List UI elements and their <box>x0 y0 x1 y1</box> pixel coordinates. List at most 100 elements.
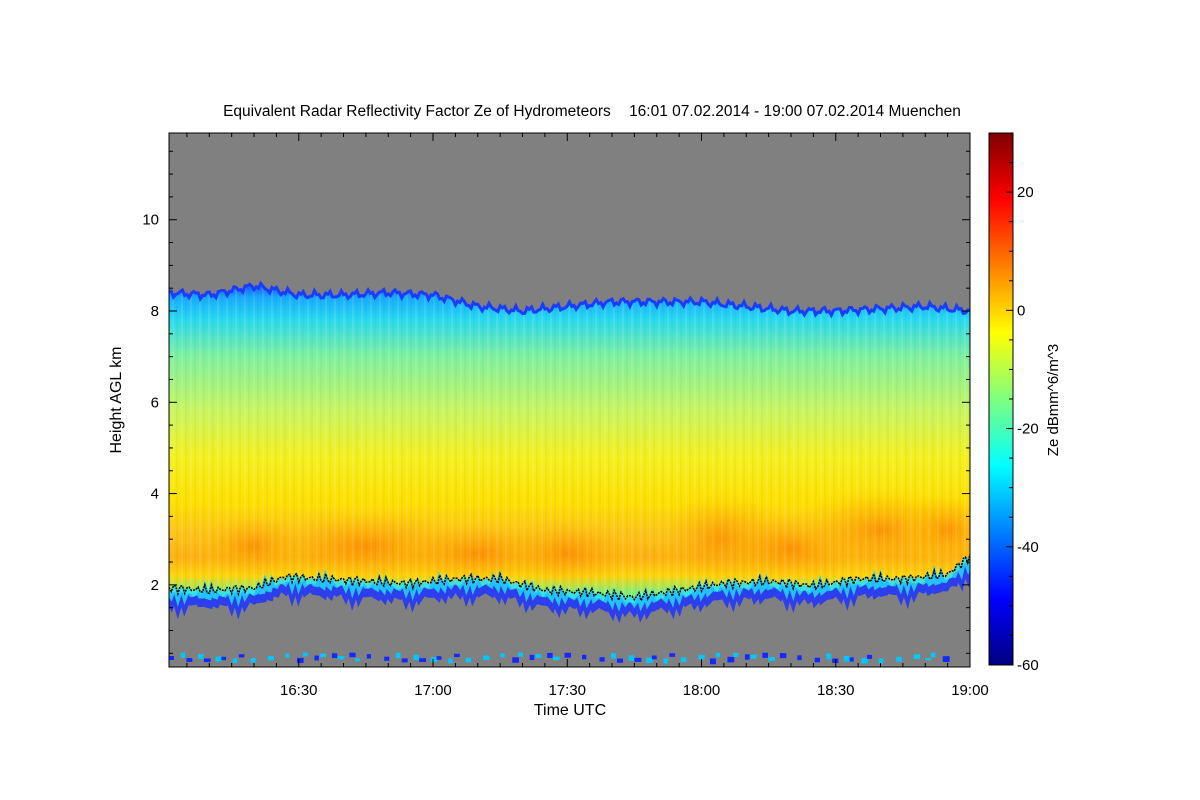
clutter-pixel <box>384 656 390 661</box>
clutter-pixel <box>500 653 505 658</box>
clutter-pixel <box>878 658 884 664</box>
clutter-pixel <box>337 656 345 660</box>
clutter-pixel <box>395 652 401 659</box>
clutter-pixel <box>436 656 442 660</box>
y-tick-label: 4 <box>151 486 159 503</box>
clutter-pixel <box>867 654 873 659</box>
clutter-pixel <box>552 656 560 661</box>
x-tick-label: 18:30 <box>817 682 855 699</box>
colorbar-tick-label: 0 <box>1017 302 1025 319</box>
cloud-base-edge <box>169 562 970 624</box>
clutter-pixel <box>250 658 256 663</box>
clutter-pixel <box>203 658 211 663</box>
clutter-pixel <box>483 655 490 660</box>
colorbar-tick-label: 20 <box>1017 184 1034 201</box>
clutter-pixel <box>314 655 319 661</box>
y-axis-label: Height AGL km <box>108 346 125 453</box>
clutter-pixel <box>814 657 821 663</box>
clutter-pixel <box>797 655 802 661</box>
colorbar-tick-label: -20 <box>1017 421 1039 438</box>
clutter-pixel <box>710 658 716 665</box>
clutter-pixel <box>518 652 524 657</box>
clutter-pixel <box>733 652 739 658</box>
clutter-pixel <box>628 655 635 661</box>
clutter-pixel <box>931 652 936 658</box>
clutter-pixel <box>547 652 553 658</box>
clutter-pixel <box>512 657 519 663</box>
clutter-pixel <box>169 656 174 661</box>
y-tick-label: 10 <box>142 212 159 229</box>
clutter-pixel <box>320 653 327 658</box>
clutter-pixel <box>849 657 854 662</box>
clutter-pixel <box>296 657 304 664</box>
y-axis: 2 4 6 8 10 <box>142 150 970 654</box>
chart-title: Equivalent Radar Reflectivity Factor Ze … <box>223 103 961 120</box>
clutter-pixel <box>680 657 687 663</box>
clutter-pixel <box>302 652 308 657</box>
clutter-pixel <box>448 658 453 664</box>
clutter-pixel <box>198 654 204 660</box>
cloud-base-transition <box>169 557 970 612</box>
cloud-top-edge <box>169 280 970 319</box>
clutter-pixel <box>663 658 668 664</box>
clutter-pixel <box>267 656 274 661</box>
colorbar-ticks: -60 -40 -20 0 20 <box>1006 132 1039 674</box>
clutter-pixel <box>355 658 360 662</box>
clutter-pixel <box>616 658 624 663</box>
clutter-pixel <box>582 654 587 660</box>
clutter-pixel <box>529 654 535 661</box>
clutter-pixel <box>651 655 657 660</box>
x-tick-label: 17:30 <box>548 682 586 699</box>
y-tick-label: 6 <box>151 394 159 411</box>
fall-streak-texture <box>169 283 970 607</box>
clutter-pixel <box>430 657 438 663</box>
clutter-pixel <box>744 654 750 660</box>
chart-time-range: 16:01 07.02.2014 - 19:00 07.02.2014 <box>629 103 884 120</box>
clutter-pixel <box>634 657 642 662</box>
chart-location: Muenchen <box>889 103 961 120</box>
clutter-pixel <box>750 654 757 659</box>
clutter-pixel <box>826 653 832 660</box>
y-tick-label: 8 <box>151 303 159 320</box>
clutter-pixel <box>238 654 245 658</box>
clutter-pixel <box>779 653 787 659</box>
clutter-pixel <box>232 658 238 664</box>
clutter-pixel <box>715 652 721 658</box>
clutter-pixel <box>331 653 338 659</box>
clutter-pixel <box>768 657 776 661</box>
colorbar-label: Ze dBmm^6/m^3 <box>1045 344 1062 456</box>
chart-title-text: Equivalent Radar Reflectivity Factor Ze … <box>223 103 611 120</box>
clutter-pixel <box>896 656 902 662</box>
clutter-pixel <box>727 656 735 663</box>
y-tick-label: 2 <box>151 577 159 594</box>
clutter-pixel <box>454 653 460 658</box>
clutter-pixel <box>669 653 676 657</box>
clutter-pixel <box>599 657 605 662</box>
plot-area: 2 4 6 8 10 16:30 17:00 17:30 18:00 18:30 19:00 <box>142 132 989 699</box>
clutter-pixel <box>698 654 705 660</box>
clutter-pixel <box>564 652 571 658</box>
clutter-pixel <box>925 658 932 661</box>
ground-clutter <box>169 652 950 665</box>
clutter-pixel <box>611 653 616 659</box>
colorbar-tick-label: -60 <box>1017 657 1039 674</box>
x-tick-label: 19:00 <box>951 682 989 699</box>
x-axis-label: Time UTC <box>534 702 606 719</box>
x-axis: 16:30 17:00 17:30 18:00 18:30 19:00 <box>186 133 989 699</box>
plot-frame <box>168 132 971 668</box>
clutter-pixel <box>285 653 290 658</box>
clutter-pixel <box>861 658 868 664</box>
clutter-pixel <box>215 656 222 662</box>
clutter-pixel <box>366 654 371 659</box>
clutter-pixel <box>401 658 408 663</box>
clutter-pixel <box>413 654 419 660</box>
colorbar-tick-label: -40 <box>1017 539 1039 556</box>
clutter-pixel <box>942 656 950 662</box>
clutter-pixel <box>419 658 427 662</box>
clutter-pixel <box>535 654 542 658</box>
x-tick-label: 16:30 <box>280 682 318 699</box>
colorbar: -60 -40 -20 0 20 Ze dBmm^6/m^3 <box>988 132 1062 674</box>
clutter-pixel <box>349 652 356 658</box>
clutter-pixel <box>180 652 186 658</box>
